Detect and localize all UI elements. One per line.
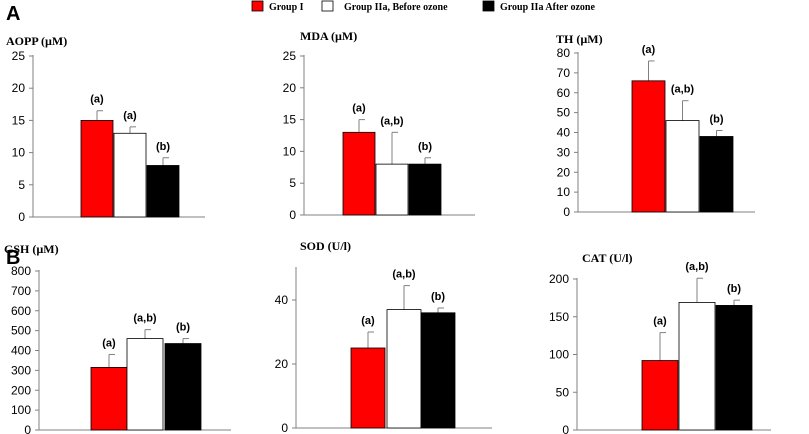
charts: AOPP (µM) 0 5 10 15 20 25 (a) (a) (b) MDA (µM) 0 5 10… <box>4 29 771 434</box>
bar-group-i <box>90 366 128 431</box>
bar-group-iia-before <box>113 132 147 218</box>
y-tick-label: 500 <box>11 324 31 338</box>
panel-label-a: A <box>6 3 20 25</box>
y-tick-label: 40 <box>557 126 571 140</box>
y-tick-label: 20 <box>557 165 571 179</box>
legend-swatch-group-i <box>251 0 264 12</box>
y-tick-label: 200 <box>549 272 569 286</box>
bar-group-iia-before <box>678 302 716 431</box>
y-tick-label: 40 <box>275 293 289 307</box>
data-label-group-iia-after: (b) <box>709 114 723 126</box>
data-label-group-iia-after: (b) <box>727 283 741 295</box>
bar-group-iia-after <box>164 343 202 431</box>
legend-swatch-group-iia-after <box>482 0 495 12</box>
y-tick-label: 20 <box>12 81 26 95</box>
data-label-group-iia-after: (b) <box>418 141 432 153</box>
data-label-group-i: (a) <box>90 94 104 106</box>
chart-6: CAT (U/l) 0 50 100 150 200 (a) (a,b) (b) <box>549 251 771 434</box>
chart-title: GSH (µM) <box>4 242 59 256</box>
y-tick-label: 10 <box>557 185 571 199</box>
bar-group-iia-before <box>665 120 700 213</box>
bar-group-i <box>350 347 386 429</box>
bar-group-i <box>80 120 114 218</box>
legend-swatch-group-iia-before <box>321 0 334 12</box>
chart-3: TH (µM) 0 10 20 30 40 50 60 70 80 (a) (a,b) (b) <box>556 32 755 219</box>
y-tick-label: 0 <box>562 423 569 434</box>
y-tick-label: 0 <box>281 421 288 434</box>
bar-group-i <box>342 131 376 216</box>
data-label-group-iia-after: (b) <box>176 322 190 334</box>
chart-2: MDA (µM) 0 5 10 15 20 25 (a) (a,b) (b) <box>283 29 475 222</box>
bar-group-iia-after <box>420 312 456 429</box>
data-label-group-i: (a) <box>102 337 116 349</box>
y-tick-label: 0 <box>18 210 25 224</box>
y-tick-label: 20 <box>283 81 297 95</box>
y-tick-label: 700 <box>11 284 31 298</box>
y-tick-label: 10 <box>283 144 297 158</box>
y-tick-label: 70 <box>557 66 571 80</box>
chart-title: SOD (U/l) <box>300 239 351 253</box>
bar-group-iia-before <box>375 163 409 216</box>
y-tick-label: 80 <box>557 46 571 60</box>
chart-title: AOPP (µM) <box>6 34 67 48</box>
y-tick-label: 100 <box>549 348 569 362</box>
panel-label-b: B <box>6 247 20 269</box>
y-tick-label: 200 <box>11 383 31 397</box>
y-tick-label: 15 <box>12 113 26 127</box>
bar-group-iia-after <box>715 305 753 431</box>
bar-group-i <box>641 360 679 431</box>
y-tick-label: 300 <box>11 363 31 377</box>
chart-5: SOD (U/l) 0 20 40 (a) (a,b) (b) <box>275 239 492 434</box>
y-tick-label: 50 <box>556 385 570 399</box>
data-label-group-i: (a) <box>352 103 366 115</box>
y-tick-label: 5 <box>18 178 25 192</box>
y-tick-label: 25 <box>283 49 297 63</box>
data-label-group-iia-after: (b) <box>431 291 445 303</box>
y-tick-label: 100 <box>11 403 31 417</box>
chart-1: AOPP (µM) 0 5 10 15 20 25 (a) (a) (b) <box>6 34 205 224</box>
y-tick-label: 400 <box>11 344 31 358</box>
y-tick-label: 0 <box>563 205 570 219</box>
y-tick-label: 800 <box>11 264 31 278</box>
data-label-group-iia-before: (a) <box>123 110 137 122</box>
y-tick-label: 15 <box>283 113 297 127</box>
y-tick-label: 50 <box>557 106 571 120</box>
bar-group-i <box>631 80 666 213</box>
data-label-group-iia-after: (b) <box>156 141 170 153</box>
data-label-group-i: (a) <box>653 316 667 328</box>
data-label-group-i: (a) <box>361 315 375 327</box>
data-label-group-iia-before: (a,b) <box>671 84 695 96</box>
y-tick-label: 25 <box>12 49 26 63</box>
chart-4: GSH (µM) 0 100 200 300 400 500 600 700 800 (a) (a,b… <box>4 242 231 434</box>
y-tick-label: 0 <box>289 208 296 222</box>
data-label-group-iia-before: (a,b) <box>685 261 709 273</box>
chart-title: TH (µM) <box>556 32 603 46</box>
chart-title: MDA (µM) <box>300 29 357 43</box>
chart-title: CAT (U/l) <box>582 251 633 265</box>
data-label-group-iia-before: (a,b) <box>380 115 404 127</box>
y-tick-label: 600 <box>11 304 31 318</box>
data-label-group-iia-before: (a,b) <box>133 313 157 325</box>
y-tick-label: 30 <box>557 145 571 159</box>
y-tick-label: 5 <box>289 176 296 190</box>
legend-label-group-iia-after: Group IIa After ozone <box>500 2 595 13</box>
bar-group-iia-before <box>126 338 164 431</box>
legend-label-group-iia-before: Group IIa, Before ozone <box>344 2 448 13</box>
y-tick-label: 0 <box>24 423 31 434</box>
y-tick-label: 20 <box>275 357 289 371</box>
y-tick-label: 150 <box>549 310 569 324</box>
legend-label-group-i: Group I <box>269 2 304 13</box>
bar-group-iia-after <box>146 165 180 218</box>
y-tick-label: 10 <box>12 146 26 160</box>
bar-group-iia-after <box>408 163 442 216</box>
legend: Group I Group IIa, Before ozone Group II… <box>251 0 595 13</box>
data-label-group-i: (a) <box>642 44 656 56</box>
y-tick-label: 60 <box>557 86 571 100</box>
data-label-group-iia-before: (a,b) <box>392 269 416 281</box>
bar-group-iia-before <box>386 309 422 429</box>
bar-group-iia-after <box>699 136 734 213</box>
